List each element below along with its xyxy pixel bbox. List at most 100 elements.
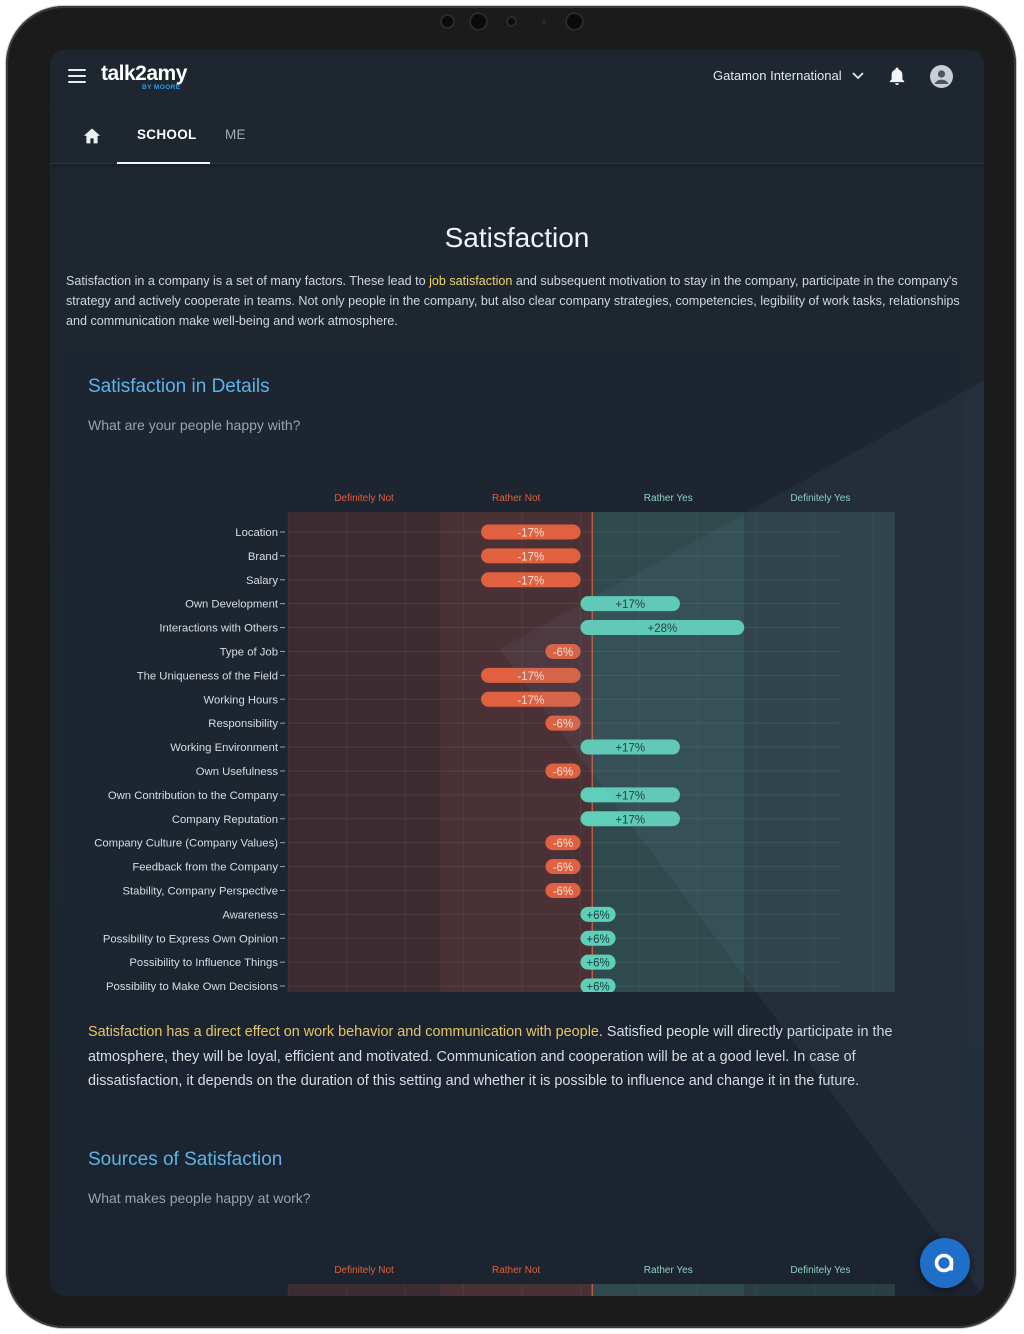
bar-positive: [580, 811, 680, 827]
conclusion-paragraph: Satisfaction has a direct effect on work…: [88, 1020, 948, 1094]
page-title: Satisfaction: [444, 222, 590, 253]
category-label: Possibility to Express Own Opinion: [103, 933, 278, 945]
data-label: -17%: [517, 575, 544, 587]
data-label: -6%: [553, 719, 573, 731]
band-label: Definitely Not: [334, 493, 394, 504]
band-label: Rather Not: [492, 1265, 541, 1276]
bar-negative: [481, 667, 581, 683]
category-label: Stability, Company Perspective: [122, 885, 278, 897]
category-label: Responsibility: [208, 718, 278, 730]
bar-negative: [481, 691, 581, 707]
camera-lens-secondary: [565, 12, 584, 31]
data-label: +17%: [615, 814, 645, 826]
category-label: Salary: [246, 575, 278, 587]
intro-highlight: job satisfaction: [429, 274, 513, 288]
category-label: Company Reputation: [172, 814, 278, 826]
data-label: -17%: [517, 527, 544, 539]
logo[interactable]: talk2amy: [101, 62, 187, 85]
data-label: -6%: [553, 838, 573, 850]
sources-of-satisfaction-chart: Definitely Not Rather Not Rather Yes Defini…: [287, 1265, 895, 1296]
intro-text-start: Satisfaction in a company is a set of ma…: [66, 274, 430, 288]
home-icon[interactable]: [82, 126, 102, 146]
bar-positive: [580, 596, 680, 612]
camera-lens: [469, 12, 488, 31]
band-rather-not: [440, 1284, 593, 1296]
bar-positive: [580, 620, 745, 636]
satisfaction-details-chart: Definitely Not Rather Not Rather Yes Defini…: [94, 493, 895, 992]
bar-negative: [545, 835, 581, 851]
category-label: Brand: [248, 551, 278, 563]
bar-negative: [481, 548, 581, 564]
tab-school[interactable]: SCHOOL: [137, 127, 197, 142]
data-label: +28%: [648, 623, 678, 635]
organization-select[interactable]: Gatamon International: [713, 68, 864, 83]
band-label: Definitely Yes: [790, 493, 850, 504]
category-label: Working Hours: [204, 694, 279, 706]
bar-negative: [545, 715, 581, 731]
category-label: Awareness: [222, 909, 278, 921]
tablet-frame: talk2amy BY MOORE Gatamon International …: [6, 6, 1016, 1328]
chevron-down-icon: [852, 71, 864, 79]
data-label: +17%: [615, 599, 645, 611]
category-label: Type of Job: [220, 646, 278, 658]
bar-negative: [481, 572, 581, 588]
data-label: -17%: [517, 695, 544, 707]
logo-subtitle: BY MOORE: [142, 84, 181, 91]
conclusion-text: . Satisfied people will directly partici…: [88, 1024, 893, 1089]
data-label: +17%: [615, 743, 645, 755]
data-label: -17%: [517, 551, 544, 563]
data-label: +6%: [586, 982, 609, 992]
card-title: Sources of Satisfaction: [88, 1149, 283, 1170]
bar-negative: [545, 859, 581, 875]
category-label: Own Usefulness: [196, 766, 279, 778]
camera-flash: [542, 20, 546, 24]
top-bar: talk2amy BY MOORE Gatamon International: [50, 50, 984, 102]
bar-negative: [481, 524, 581, 540]
card-subtitle: What are your people happy with?: [88, 417, 301, 433]
data-label: +17%: [615, 790, 645, 802]
bar-negative: [545, 643, 581, 659]
band-rather-yes: [592, 1284, 745, 1296]
sources-of-satisfaction-card: Sources of Satisfaction What makes peopl…: [66, 1128, 964, 1296]
band-label: Rather Not: [492, 493, 541, 504]
band-rather-not: [440, 512, 593, 992]
data-label: -6%: [553, 766, 573, 778]
account-circle-icon[interactable]: [930, 65, 953, 88]
category-label: Possibility to Make Own Decisions: [106, 981, 278, 992]
band-definitely-yes: [744, 512, 895, 992]
data-label: -6%: [553, 862, 573, 874]
card-subtitle: What makes people happy at work?: [88, 1190, 311, 1206]
bar-positive: [580, 906, 616, 922]
organization-name: Gatamon International: [713, 68, 842, 83]
intro-paragraph: Satisfaction in a company is a set of ma…: [66, 271, 966, 331]
band-label: Definitely Yes: [790, 1265, 850, 1276]
category-label: Possibility to Influence Things: [129, 957, 278, 969]
tab-me[interactable]: ME: [225, 127, 246, 142]
bar-negative: [545, 882, 581, 898]
bar-positive: [580, 954, 616, 970]
category-label: Own Development: [185, 599, 279, 611]
category-label: Working Environment: [170, 742, 279, 754]
bar-negative: [545, 763, 581, 779]
category-label: Location: [235, 527, 278, 539]
intro-text-end: and subsequent motivation to stay in the…: [66, 274, 960, 328]
bar-positive: [580, 978, 616, 992]
conclusion-highlight: Satisfaction has a direct effect on work…: [88, 1024, 599, 1040]
band-definitely-not: [288, 1284, 441, 1296]
menu-icon[interactable]: [68, 69, 86, 83]
card-title: Satisfaction in Details: [88, 376, 270, 397]
category-label: Own Contribution to the Company: [108, 790, 279, 802]
band-definitely-not: [288, 512, 441, 992]
bar-positive: [580, 930, 616, 946]
category-label: Interactions with Others: [159, 623, 278, 635]
band-label: Definitely Not: [334, 1265, 394, 1276]
category-label: Company Culture (Company Values): [94, 838, 278, 850]
data-label: +6%: [586, 934, 609, 946]
chat-assistant-button[interactable]: [920, 1238, 970, 1288]
data-label: -17%: [517, 671, 544, 683]
tab-bar: SCHOOL ME: [50, 112, 984, 164]
bell-icon[interactable]: [888, 66, 906, 86]
category-label: Feedback from the Company: [132, 862, 278, 874]
data-label: -6%: [553, 647, 573, 659]
band-label: Rather Yes: [644, 493, 693, 504]
